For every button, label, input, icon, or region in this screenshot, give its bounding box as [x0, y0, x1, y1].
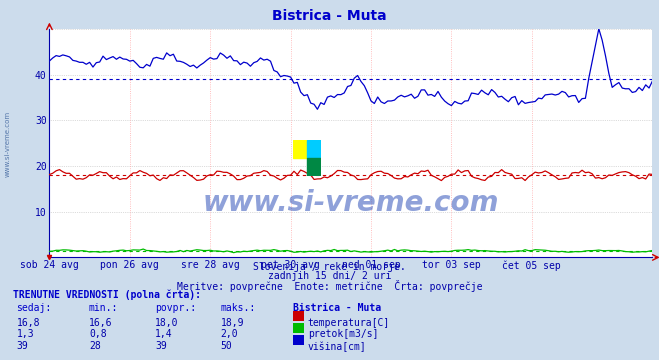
Text: www.si-vreme.com: www.si-vreme.com	[203, 189, 499, 216]
Text: 39: 39	[16, 341, 28, 351]
Text: 50: 50	[221, 341, 233, 351]
Text: Slovenija / reke in morje.: Slovenija / reke in morje.	[253, 262, 406, 272]
Text: www.si-vreme.com: www.si-vreme.com	[5, 111, 11, 177]
Text: Meritve: povprečne  Enote: metrične  Črta: povprečje: Meritve: povprečne Enote: metrične Črta:…	[177, 280, 482, 292]
Text: zadnjih 15 dni/ 2 uri: zadnjih 15 dni/ 2 uri	[268, 271, 391, 281]
Text: Bistrica - Muta: Bistrica - Muta	[272, 9, 387, 23]
Text: maks.:: maks.:	[221, 303, 256, 313]
Text: 0,8: 0,8	[89, 329, 107, 339]
Text: 16,8: 16,8	[16, 318, 40, 328]
Bar	[293, 140, 307, 158]
Text: TRENUTNE VREDNOSTI (polna črta):: TRENUTNE VREDNOSTI (polna črta):	[13, 290, 201, 300]
Text: povpr.:: povpr.:	[155, 303, 196, 313]
Text: višina[cm]: višina[cm]	[308, 341, 366, 352]
Text: pretok[m3/s]: pretok[m3/s]	[308, 329, 378, 339]
Text: 28: 28	[89, 341, 101, 351]
Bar	[307, 140, 321, 158]
Text: 1,3: 1,3	[16, 329, 34, 339]
Text: 1,4: 1,4	[155, 329, 173, 339]
Bar	[307, 158, 321, 176]
Text: sedaj:: sedaj:	[16, 303, 51, 313]
Text: temperatura[C]: temperatura[C]	[308, 318, 390, 328]
Text: min.:: min.:	[89, 303, 119, 313]
Text: 18,9: 18,9	[221, 318, 244, 328]
Text: 2,0: 2,0	[221, 329, 239, 339]
Text: 18,0: 18,0	[155, 318, 179, 328]
Text: 39: 39	[155, 341, 167, 351]
Text: 16,6: 16,6	[89, 318, 113, 328]
Text: Bistrica - Muta: Bistrica - Muta	[293, 303, 382, 313]
